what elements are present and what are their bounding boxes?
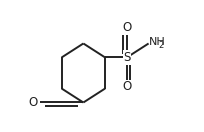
Text: O: O [29, 96, 38, 109]
Text: NH: NH [149, 37, 166, 47]
Text: 2: 2 [159, 41, 164, 50]
Text: O: O [122, 81, 131, 93]
Text: O: O [122, 22, 131, 34]
Text: S: S [123, 51, 131, 64]
